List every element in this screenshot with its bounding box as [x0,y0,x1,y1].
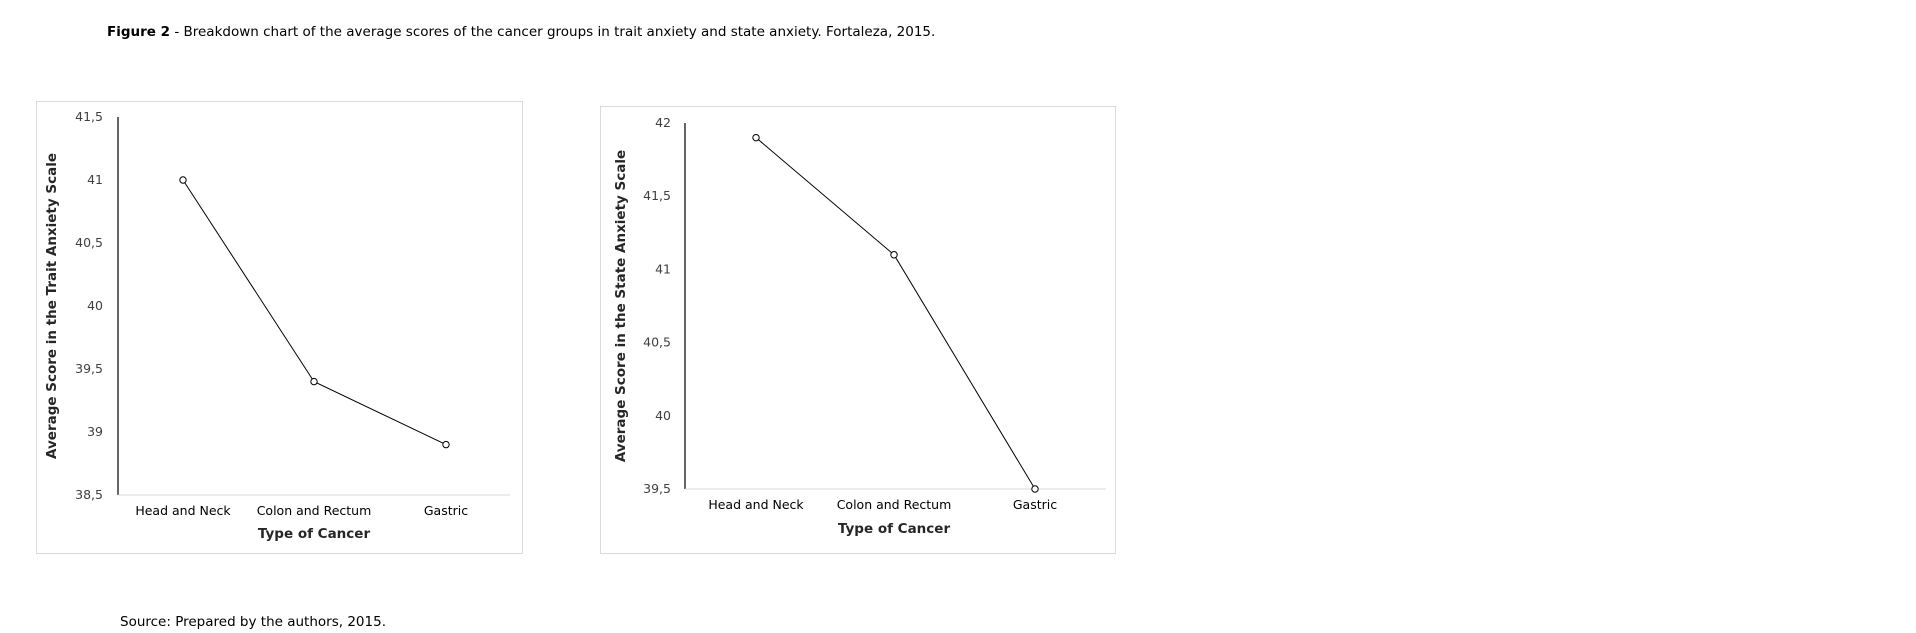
y-tick-label: 38,5 [75,487,103,502]
state-anxiety-plot: 39,5 40 40,5 41 41,5 42 Head and Neck Colon and… [613,115,1106,537]
x-category-label: Colon and Rectum [837,497,952,512]
y-tick-label: 39,5 [643,481,671,496]
y-tick-label: 41 [87,172,103,187]
x-category-label: Head and Neck [135,503,231,518]
y-tick-label: 40 [87,298,103,313]
figure-label: Figure 2 [107,24,171,40]
y-tick-label: 40 [655,408,671,423]
x-category-label: Gastric [1013,497,1057,512]
x-category-label: Head and Neck [708,497,804,512]
x-category-label: Colon and Rectum [257,503,372,518]
series-line [182,179,447,446]
data-point-marker [179,176,187,184]
y-tick-label: 40,5 [75,235,103,250]
trait-anxiety-chart: 38,5 39 39,5 40 40,5 41 41,5 Head and Neck Colon… [36,101,523,554]
caption-text: - Breakdown chart of the average scores … [170,24,936,40]
y-tick-label: 41 [655,261,671,276]
x-axis-title: Type of Cancer [838,521,951,537]
y-tick-label: 39 [87,424,103,439]
state-anxiety-chart: 39,5 40 40,5 41 41,5 42 Head and Neck Colon and… [600,106,1116,554]
y-tick-label: 39,5 [75,361,103,376]
y-axis-title: Average Score in the Trait Anxiety Scale [44,153,60,459]
source-note: Source: Prepared by the authors, 2015. [120,614,386,630]
x-axis-title: Type of Cancer [258,526,371,542]
y-tick-label: 40,5 [643,335,671,350]
figure-caption: Figure 2 - Breakdown chart of the averag… [107,24,935,40]
y-tick-label: 42 [655,115,671,130]
y-tick-label: 41,5 [75,109,103,124]
trait-anxiety-plot: 38,5 39 39,5 40 40,5 41 41,5 Head and Neck Colon… [44,109,510,542]
data-point-marker [310,377,318,386]
data-point-marker [442,440,450,449]
series-line [755,137,1036,490]
data-point-marker [1031,485,1039,493]
y-axis-title: Average Score in the State Anxiety Scale [613,150,629,462]
data-point-marker [890,251,898,259]
y-tick-label: 41,5 [643,188,671,203]
data-point-marker [752,133,760,142]
x-category-label: Gastric [424,503,468,518]
